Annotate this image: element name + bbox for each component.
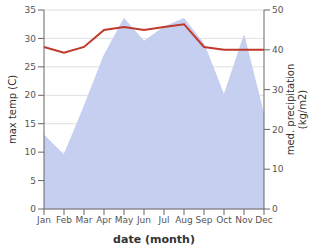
svg-text:date (month): date (month) [113,233,195,246]
svg-text:25: 25 [25,62,36,72]
svg-text:0: 0 [272,204,278,214]
svg-text:10: 10 [25,147,37,157]
svg-text:30: 30 [25,34,37,44]
svg-text:10: 10 [272,164,284,174]
svg-text:20: 20 [272,125,284,135]
svg-text:20: 20 [25,90,37,100]
svg-text:Nov: Nov [235,215,253,225]
svg-text:Jan: Jan [36,215,51,225]
svg-text:Sep: Sep [196,215,213,225]
svg-text:Oct: Oct [216,215,232,225]
svg-text:med. precipitation(kg/m2): med. precipitation(kg/m2) [285,64,308,156]
svg-text:50: 50 [272,5,284,15]
svg-text:May: May [115,215,134,225]
svg-text:Feb: Feb [56,215,72,225]
svg-text:0: 0 [30,204,36,214]
svg-text:Apr: Apr [96,215,112,225]
svg-text:Aug: Aug [175,215,193,225]
svg-text:15: 15 [25,119,36,129]
svg-text:Dec: Dec [255,215,272,225]
svg-text:Mar: Mar [76,215,93,225]
svg-text:Jul: Jul [158,215,170,225]
svg-text:Jun: Jun [136,215,151,225]
svg-text:35: 35 [25,5,36,15]
svg-text:30: 30 [272,85,284,95]
svg-text:max temp (C): max temp (C) [8,75,18,144]
svg-text:5: 5 [30,176,36,186]
svg-text:40: 40 [272,45,284,55]
